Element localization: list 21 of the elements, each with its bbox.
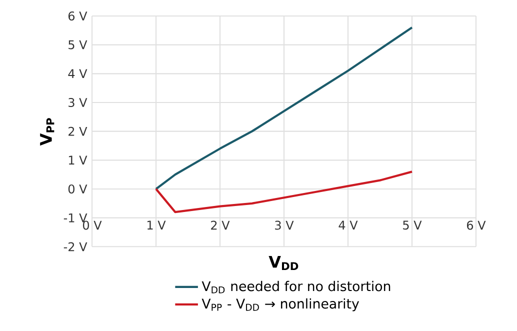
y-tick-label: 4 V <box>68 69 88 78</box>
x-tick-label: 1 V <box>147 220 166 230</box>
x-tick-label: 2 V <box>211 220 230 230</box>
y-tick-label: 3 V <box>68 98 88 108</box>
y-tick-label: 6 V <box>68 11 88 21</box>
legend-label: V$_{DD}$ needed for no distortion <box>202 280 390 294</box>
y-tick-label: -2 V <box>64 242 88 252</box>
x-tick-label: 0 V <box>82 220 102 230</box>
legend-label: V$_{PP}$ - V$_{DD}$ → nonlinearity <box>202 298 360 312</box>
x-axis-title: V$_{DD}$ <box>268 256 298 270</box>
y-tick-label: -1 V <box>64 213 88 222</box>
y-tick-label: 5 V <box>68 40 88 50</box>
y-tick-label: 0 V <box>68 184 88 194</box>
x-tick-label: 4 V <box>338 220 358 230</box>
line-series <box>154 26 414 190</box>
y-axis-title: V$_{PP}$ <box>40 118 54 146</box>
y-tick-label: 2 V <box>68 126 88 136</box>
x-tick-label: 6 V <box>467 220 486 230</box>
x-tick-label: 5 V <box>403 220 422 230</box>
y-tick-label: 1 V <box>68 156 88 165</box>
x-tick-label: 3 V <box>275 220 294 230</box>
